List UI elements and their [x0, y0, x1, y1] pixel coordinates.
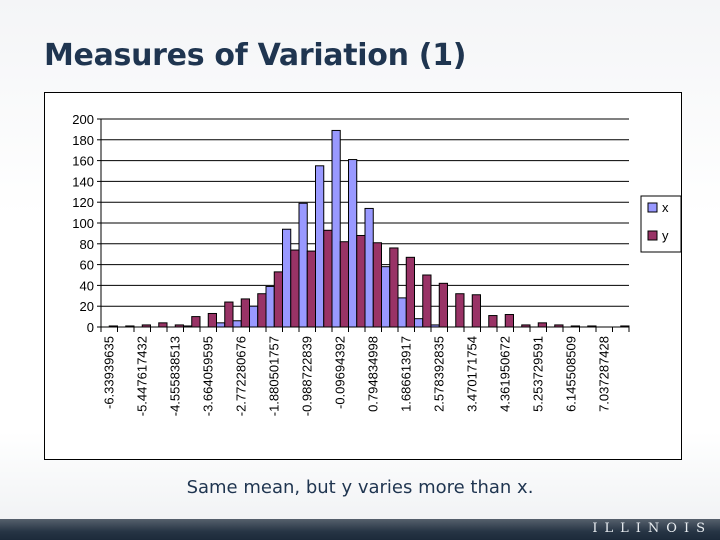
slide-title: Measures of Variation (1) [44, 38, 467, 73]
x-tick-label: 3.470171754 [464, 336, 479, 412]
bar-y [372, 242, 382, 328]
bar-x [282, 228, 292, 328]
bar-y [323, 229, 333, 328]
bar-y [257, 293, 267, 328]
y-tick-label: 80 [80, 237, 94, 252]
y-tick-label: 180 [72, 133, 94, 148]
x-tick-label: -2.772280676 [233, 336, 248, 416]
bar-y [273, 271, 283, 328]
y-tick-label: 100 [72, 216, 94, 231]
x-tick-label: -0.988722839 [299, 336, 314, 416]
x-tick-label: -0.09694392 [332, 336, 347, 409]
bar-y [356, 234, 366, 328]
y-tick-label: 40 [80, 278, 94, 293]
bar-x [348, 159, 358, 328]
bar-x [298, 202, 308, 328]
y-tick-label: 160 [72, 154, 94, 169]
legend-swatch-x [647, 202, 658, 213]
bar-x [397, 297, 407, 328]
y-tick-label: 60 [80, 258, 94, 273]
bar-y [455, 293, 465, 328]
x-tick-label: -1.880501757 [266, 336, 281, 416]
legend-swatch-y [647, 230, 658, 241]
y-tick-label: 0 [87, 320, 94, 335]
bar-y [504, 314, 514, 328]
legend-label-y: y [662, 228, 669, 243]
bar-y [158, 322, 168, 328]
bar-x [315, 165, 325, 328]
bar-x [381, 266, 391, 328]
x-tick-label: 2.578392835 [431, 336, 446, 412]
bar-y [339, 241, 349, 328]
x-tick-label: -4.555838513 [167, 336, 182, 416]
bar-y [240, 298, 250, 328]
footer-bar: ILLINOIS [0, 519, 720, 540]
y-tick-label: 20 [80, 299, 94, 314]
bar-x [249, 305, 259, 328]
x-tick-label: 0.794834998 [365, 336, 380, 412]
x-tick-label: 6.145508509 [563, 336, 578, 412]
bar-x [265, 285, 275, 328]
chart-svg: 0 20 40 60 80 100 120 140 160 180 200 -6.33939635 -5… [72, 112, 682, 416]
bar-y [207, 312, 217, 328]
slide-caption: Same mean, but y varies more than x. [186, 477, 534, 498]
bar-y [306, 250, 316, 328]
bar-y [438, 282, 448, 328]
y-tick-label: 120 [72, 195, 94, 210]
x-tick-label: -3.664059595 [200, 336, 215, 416]
bar-y [471, 294, 481, 328]
illinois-logo: ILLINOIS [592, 521, 712, 536]
bar-x [331, 129, 341, 328]
y-tick-label: 140 [72, 174, 94, 189]
bar-x [364, 207, 374, 328]
bar-y [224, 301, 234, 328]
bar-y [405, 256, 415, 328]
x-tick-label: -6.33939635 [101, 336, 116, 409]
y-tick-label: 200 [72, 112, 94, 127]
bar-x [414, 318, 424, 328]
bar-y [191, 316, 201, 328]
x-tick-label: 1.686613917 [398, 336, 413, 412]
legend: xy [640, 195, 682, 253]
bar-x [216, 322, 226, 328]
bar-y [422, 274, 432, 328]
bar-x [232, 320, 242, 328]
legend-label-x: x [662, 200, 669, 215]
x-tick-label: 5.253729591 [530, 336, 545, 412]
histogram-chart: 0 20 40 60 80 100 120 140 160 180 200 -6.33939635 -5… [44, 92, 682, 460]
bar-y [488, 315, 498, 328]
bar-y [537, 322, 547, 328]
legend-box [640, 195, 682, 253]
x-tick-label: -5.447617432 [134, 336, 149, 416]
x-tick-label: 4.361950672 [497, 336, 512, 412]
bar-y [290, 249, 300, 328]
bar-y [389, 247, 399, 328]
x-tick-label: 7.037287428 [596, 336, 611, 412]
